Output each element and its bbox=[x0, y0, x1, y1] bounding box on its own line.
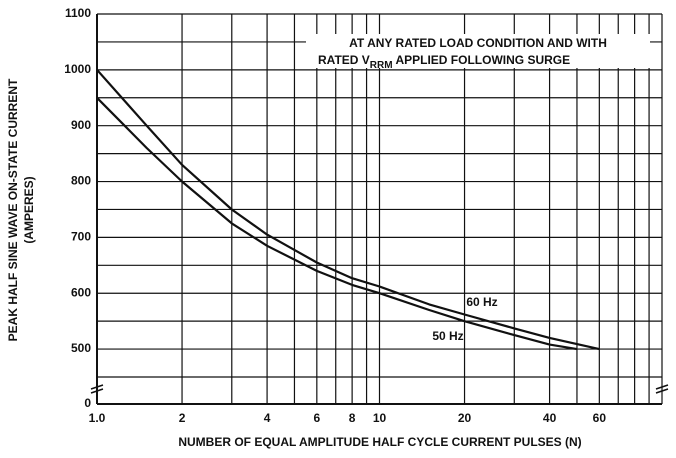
y-tick-label: 800 bbox=[71, 174, 91, 188]
x-axis-label: NUMBER OF EQUAL AMPLITUDE HALF CYCLE CUR… bbox=[178, 435, 581, 449]
y-tick-label: 500 bbox=[71, 341, 91, 355]
x-tick-label: 10 bbox=[373, 411, 387, 425]
annotation: AT ANY RATED LOAD CONDITION AND WITH bbox=[349, 36, 607, 50]
axis-break bbox=[90, 384, 669, 394]
y-tick-label: 1000 bbox=[64, 62, 91, 76]
y-tick-label: 700 bbox=[71, 230, 91, 244]
x-tick-label: 6 bbox=[313, 411, 320, 425]
y-tick-label: 1100 bbox=[65, 6, 91, 20]
annotation-part: APPLIED FOLLOWING SURGE bbox=[393, 53, 571, 67]
x-tick-label: 2 bbox=[179, 411, 186, 425]
annotation-box bbox=[306, 34, 650, 68]
break-mark bbox=[655, 384, 669, 394]
x-tick-label: 8 bbox=[349, 411, 356, 425]
x-tick-label: 4 bbox=[264, 411, 271, 425]
curves: 60 Hz 50 Hz bbox=[96, 69, 600, 351]
y-axis-label: PEAK HALF SINE WAVE ON-STATE CURRENT bbox=[6, 78, 20, 341]
y-tick-label: 600 bbox=[71, 285, 91, 299]
break-mark bbox=[90, 384, 104, 394]
annotation: RATED VRRM APPLIED FOLLOWING SURGE bbox=[318, 53, 570, 70]
series-label: 60 Hz bbox=[466, 295, 497, 309]
x-tick-label: 40 bbox=[543, 411, 557, 425]
annotation-sub: RRM bbox=[370, 60, 393, 71]
line bbox=[96, 97, 578, 351]
y-tick-label: 900 bbox=[71, 118, 91, 132]
grid: 0 500 600 700 800 900 1000 1100 1.0 2 4 6 8 10 20 40 60 bbox=[64, 6, 663, 425]
annotation-part: RATED V bbox=[318, 53, 370, 67]
x-tick-label: 60 bbox=[593, 411, 607, 425]
x-tick-label: 20 bbox=[458, 411, 472, 425]
y-tick-label: 0 bbox=[84, 396, 91, 410]
line bbox=[96, 69, 600, 351]
y-axis-label: (AMPERES) bbox=[22, 176, 36, 243]
x-tick-label: 1.0 bbox=[89, 411, 106, 425]
series-label: 50 Hz bbox=[432, 329, 463, 343]
